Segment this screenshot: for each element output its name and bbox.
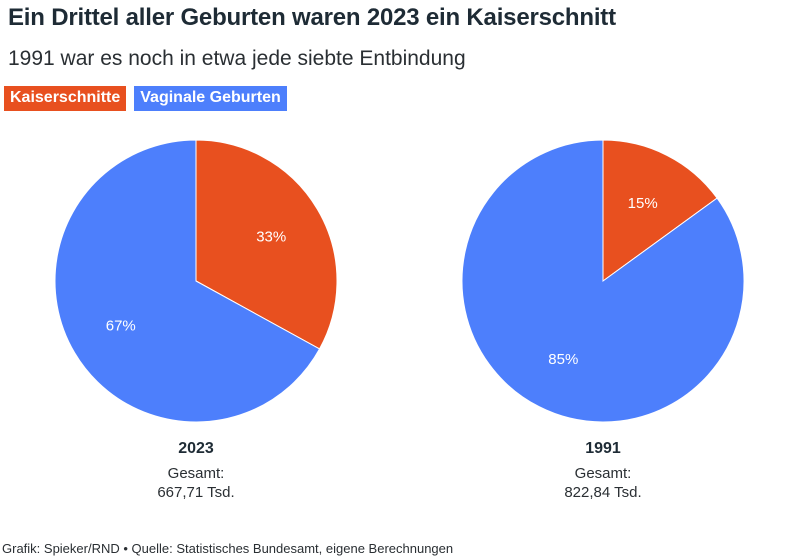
pie-1991: 15% 85% [461, 139, 745, 423]
pie-total-label-2023: Gesamt: [167, 465, 225, 482]
source-note: Grafik: Spieker/RND • Quelle: Statistisc… [2, 541, 454, 556]
chart-title: Ein Drittel aller Geburten waren 2023 ei… [8, 4, 616, 31]
legend-item-kaiserschnitte: Kaiserschnitte [4, 86, 127, 111]
pie-slice-2023-vaginale-geburten [54, 139, 321, 423]
pie-slice-1991-kaiserschnitte [602, 139, 718, 282]
pie-total-label-1991: Gesamt: [574, 465, 632, 482]
pie-2023: 33% 67% [54, 139, 338, 423]
pie-total-value-2023: 667,71 Tsd. [157, 484, 235, 501]
legend: Kaiserschnitte Vaginale Geburten [4, 86, 287, 111]
pie-year-1991: 1991 [585, 440, 621, 457]
pie-total-value-1991: 822,84 Tsd. [564, 484, 642, 501]
pie-year-2023: 2023 [178, 440, 214, 457]
pie-caption-2023: 2023 Gesamt: 667,71 Tsd. [76, 440, 316, 502]
pie-caption-1991: 1991 Gesamt: 822,84 Tsd. [483, 440, 723, 502]
legend-item-vaginale-geburten: Vaginale Geburten [134, 86, 287, 111]
pie-slice-label-2023-vaginale-geburten: 67% [106, 318, 136, 335]
pie-slice-2023-kaiserschnitte [195, 139, 338, 350]
pie-slice-1991-vaginale-geburten [461, 139, 745, 423]
pie-slice-label-1991-kaiserschnitte: 15% [628, 195, 658, 212]
chart-subtitle: 1991 war es noch in etwa jede siebte Ent… [8, 47, 466, 70]
pie-slice-label-1991-vaginale-geburten: 85% [548, 351, 578, 368]
pie-slice-label-2023-kaiserschnitte: 33% [256, 228, 286, 245]
